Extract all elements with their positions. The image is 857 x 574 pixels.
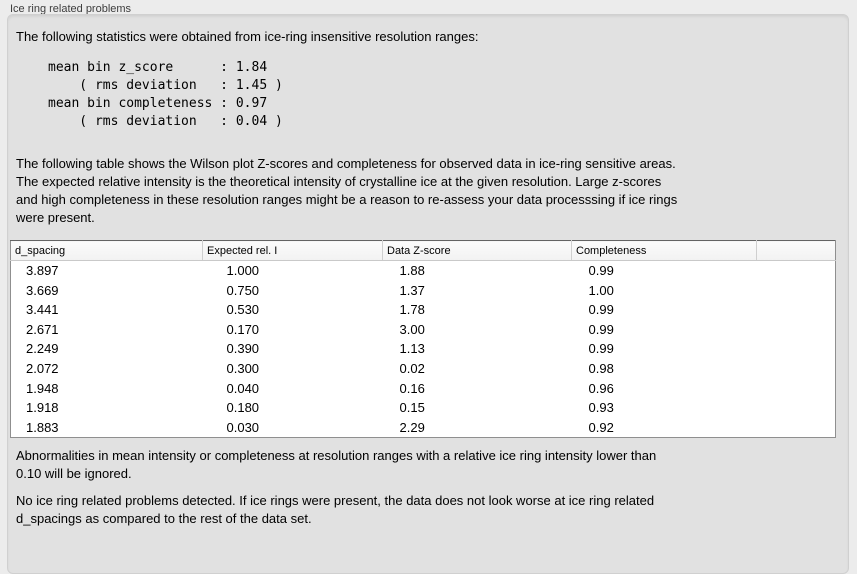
table-cell[interactable]: 0.02 bbox=[399, 360, 425, 376]
table-cell[interactable]: 0.99 bbox=[588, 302, 614, 318]
table-cell[interactable]: 0.750 bbox=[226, 282, 260, 298]
table-cell[interactable]: 0.170 bbox=[226, 321, 260, 337]
stats-intro-text: The following statistics were obtained f… bbox=[16, 29, 479, 44]
table-cell[interactable]: 2.29 bbox=[399, 419, 425, 435]
column-header[interactable]: d_spacing bbox=[10, 240, 203, 261]
table-cell[interactable]: 1.948 bbox=[26, 380, 59, 396]
column-header[interactable]: Completeness bbox=[571, 240, 757, 261]
table-cell[interactable]: 0.300 bbox=[226, 360, 260, 376]
table-cell[interactable]: 0.93 bbox=[588, 400, 614, 416]
table-cell[interactable]: 2.249 bbox=[26, 341, 59, 357]
table-cell[interactable]: 1.88 bbox=[399, 263, 425, 278]
column-header[interactable]: Expected rel. I bbox=[202, 240, 383, 261]
table-header-row: d_spacing Expected rel. I Data Z-score Comp… bbox=[10, 240, 836, 261]
table-cell[interactable] bbox=[757, 418, 836, 438]
table-cell[interactable]: 0.390 bbox=[226, 341, 260, 357]
conclusion-note: No ice ring related problems detected. I… bbox=[16, 493, 655, 526]
table-cell[interactable]: 0.530 bbox=[226, 302, 260, 318]
table-cell[interactable]: 1.000 bbox=[226, 263, 260, 278]
table-row[interactable]: 3.441 0.530 1.78 0.99 bbox=[11, 300, 836, 320]
table-cell[interactable]: 3.669 bbox=[26, 282, 59, 298]
table-cell[interactable]: 0.96 bbox=[588, 380, 614, 396]
table-cell[interactable] bbox=[757, 281, 836, 301]
table-cell[interactable]: 0.16 bbox=[399, 380, 425, 396]
table-row[interactable]: 3.669 0.750 1.37 1.00 bbox=[11, 281, 836, 301]
table-cell[interactable] bbox=[757, 398, 836, 418]
table-cell[interactable]: 0.99 bbox=[588, 341, 614, 357]
table-row[interactable]: 2.249 0.390 1.13 0.99 bbox=[11, 339, 836, 359]
column-header[interactable]: Data Z-score bbox=[382, 240, 572, 261]
column-header[interactable] bbox=[756, 240, 836, 261]
table-cell[interactable]: 0.030 bbox=[226, 419, 260, 435]
groupbox-title: Ice ring related problems bbox=[10, 3, 132, 15]
table-cell[interactable]: 0.15 bbox=[399, 400, 425, 416]
table-row[interactable]: 3.897 1.000 1.88 0.99 bbox=[11, 261, 836, 281]
table-row[interactable]: 1.948 0.040 0.16 0.96 bbox=[11, 379, 836, 399]
table-cell[interactable]: 0.99 bbox=[588, 321, 614, 337]
ice-ring-table[interactable]: d_spacing Expected rel. I Data Z-score Comp… bbox=[10, 240, 836, 439]
table-cell[interactable]: 3.00 bbox=[399, 321, 425, 337]
table-row[interactable]: 2.072 0.300 0.02 0.98 bbox=[11, 359, 836, 379]
table-body: 3.897 1.000 1.88 0.99 3.669 0.750 1.37 1.00 3.44… bbox=[11, 261, 836, 438]
table-cell[interactable]: 0.98 bbox=[588, 360, 614, 376]
table-cell[interactable] bbox=[757, 379, 836, 399]
table-row[interactable]: 1.883 0.030 2.29 0.92 bbox=[11, 418, 836, 438]
table-cell[interactable] bbox=[757, 339, 836, 359]
table-cell[interactable]: 1.37 bbox=[399, 282, 425, 298]
table-cell[interactable]: 1.918 bbox=[26, 400, 59, 416]
table-cell[interactable]: 2.671 bbox=[26, 321, 59, 337]
table-cell[interactable] bbox=[757, 320, 836, 340]
table-row[interactable]: 2.671 0.170 3.00 0.99 bbox=[11, 320, 836, 340]
table-cell[interactable] bbox=[757, 300, 836, 320]
ignore-threshold-note: Abnormalities in mean intensity or compl… bbox=[16, 448, 657, 481]
ice-ring-groupbox: The following statistics were obtained f… bbox=[7, 14, 849, 574]
table-cell[interactable]: 0.180 bbox=[226, 400, 260, 416]
stats-values-block: mean bin z_score : 1.84 ( rms deviation … bbox=[48, 60, 283, 129]
table-cell[interactable]: 1.78 bbox=[399, 302, 425, 318]
table-cell[interactable]: 1.13 bbox=[399, 341, 425, 357]
table-cell[interactable]: 0.99 bbox=[588, 263, 614, 278]
table-cell[interactable]: 1.00 bbox=[588, 282, 614, 298]
table-cell[interactable]: 3.897 bbox=[26, 263, 59, 278]
table-cell[interactable] bbox=[757, 359, 836, 379]
table-cell[interactable]: 1.883 bbox=[26, 419, 59, 435]
table-cell[interactable] bbox=[757, 261, 836, 281]
table-cell[interactable]: 3.441 bbox=[26, 302, 59, 318]
table-intro-text: The following table shows the Wilson plo… bbox=[16, 156, 678, 225]
table-cell[interactable]: 0.040 bbox=[226, 380, 260, 396]
table-cell[interactable]: 2.072 bbox=[26, 360, 59, 376]
table-row[interactable]: 1.918 0.180 0.15 0.93 bbox=[11, 398, 836, 418]
table-cell[interactable]: 0.92 bbox=[588, 419, 614, 435]
